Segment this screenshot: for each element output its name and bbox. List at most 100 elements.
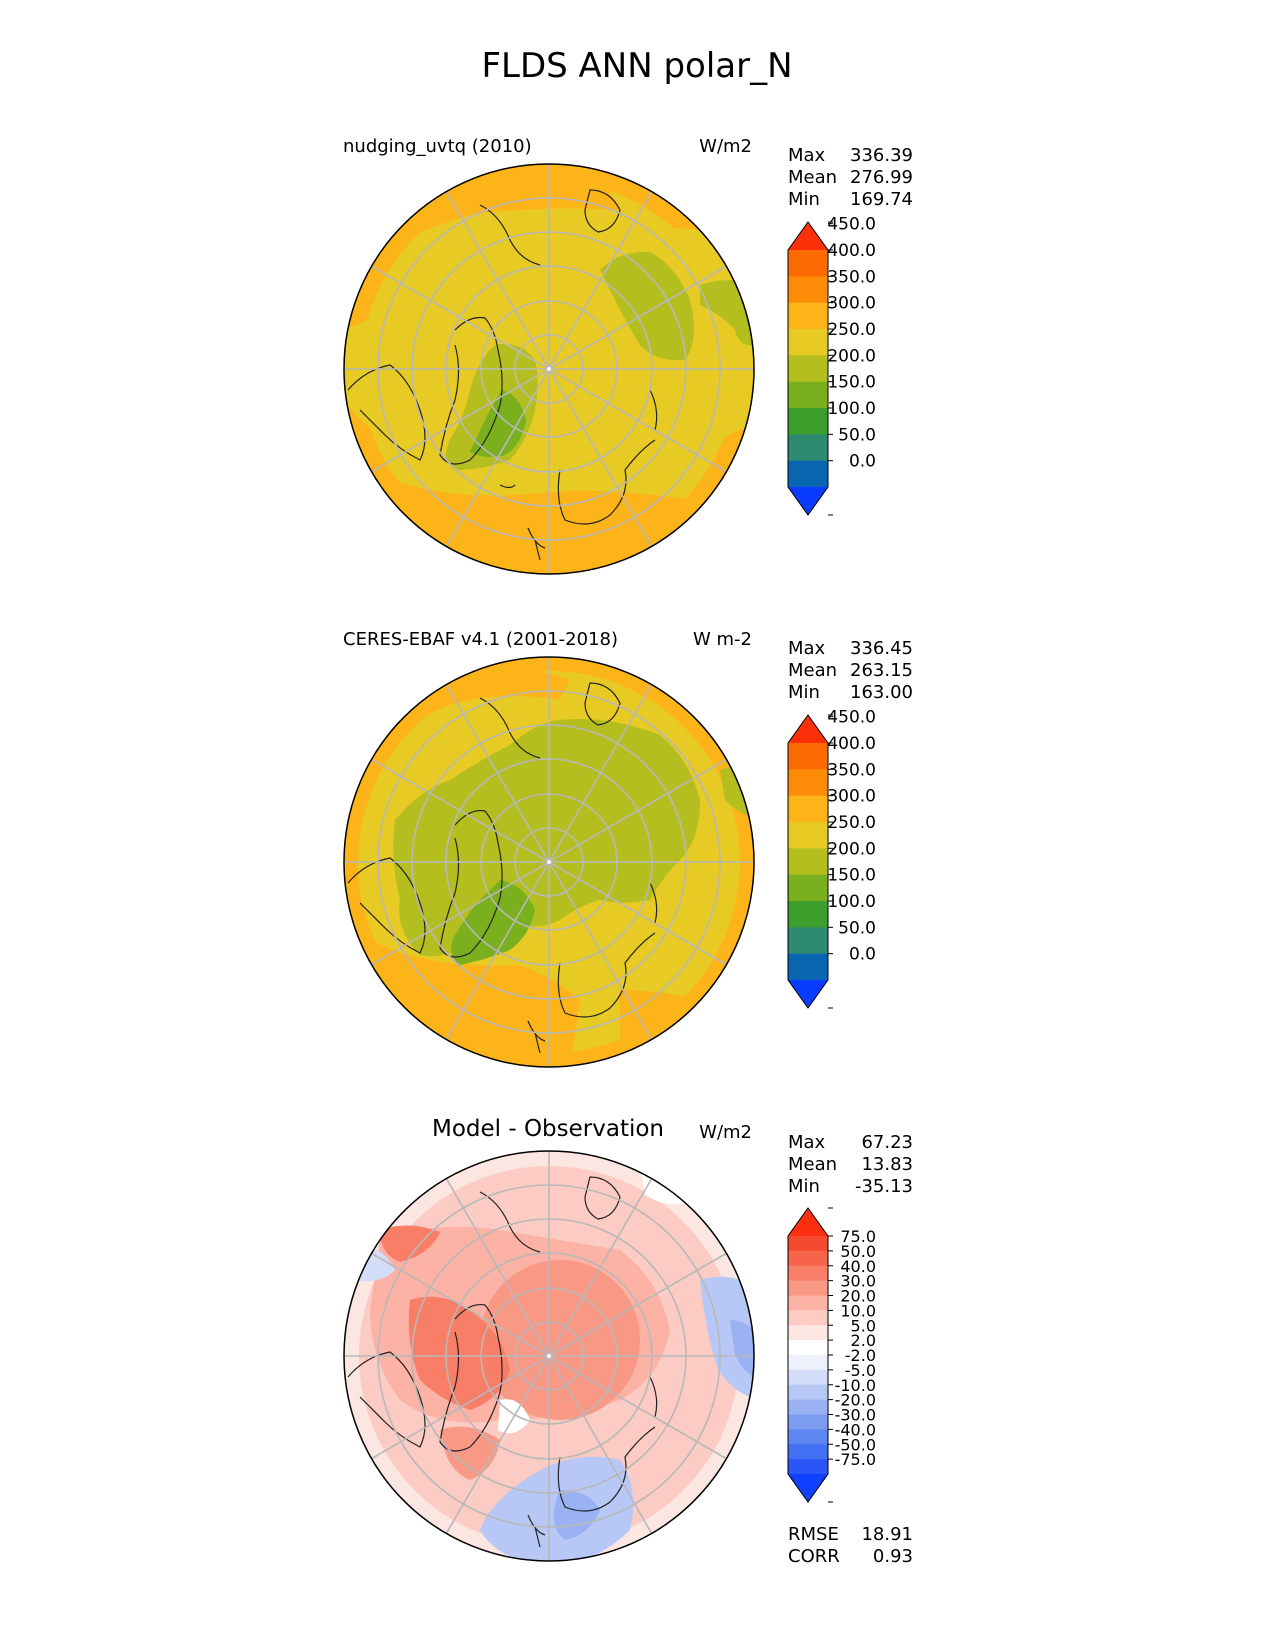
colorbar-tick-label: 350.0 [827,267,876,287]
colorbar-tick-label: 0.0 [849,452,876,472]
panel-difference: Model - Observation W/m2 [343,1116,913,1567]
colorbar-over-extension [788,1208,828,1236]
colorbar-segment [788,1414,828,1430]
stat-label-mean: Mean [788,167,837,188]
colorbar-tick-label: 450.0 [827,215,876,235]
colorbar-tick-label: 250.0 [827,813,876,833]
colorbar-segment [788,434,828,462]
colorbar-segment [788,1340,828,1356]
colorbar-under-extension [788,487,828,515]
coastlines [347,189,658,561]
north-pole-marker [547,860,551,864]
map-field-region [408,1296,510,1410]
colorbar-tick-label: -40.0 [835,1420,876,1439]
colorbar-segment [788,329,828,356]
colorbar-segment [788,874,828,902]
colorbar-tick-label: -50.0 [835,1435,876,1454]
map-field-region [470,390,526,457]
map-field-region [370,470,720,560]
colorbar-segment [788,1250,828,1267]
stat-label-max: Max [788,638,826,659]
metric-label-corr: CORR [788,1546,840,1567]
colorbar-segment [788,1236,828,1252]
colorbar-segment [788,1295,828,1311]
metric-label-rmse: RMSE [788,1524,839,1545]
stat-value-mean: 13.83 [861,1154,913,1175]
colorbar-segment [788,769,828,797]
colorbar-tick-label: 50.0 [840,1242,876,1261]
colorbar-tick-label: 100.0 [827,399,876,419]
panel-title: CERES-EBAF v4.1 (2001-2018) [343,629,618,650]
colorbar-tick-label: 150.0 [827,373,876,393]
stat-value-mean: 263.15 [850,660,913,681]
stat-label-mean: Mean [788,1154,837,1175]
colorbar-segment [788,743,828,770]
colorbar-over-extension [788,715,828,743]
stat-value-min: 169.74 [850,189,913,210]
colorbar-tick-label: 0.0 [849,945,876,965]
panel-observation: CERES-EBAF v4.1 (2001-2018) W m-2 [343,629,913,1068]
colorbar-tick-label: 300.0 [827,787,876,807]
colorbar-segment [788,1310,828,1326]
colorbar: 0.0 50.0 100.0 150.0 200.0 250.0 300.0 350.0 400… [787,708,876,1009]
colorbar-tick-label: -2.0 [845,1346,876,1365]
colorbar-tick-label: 100.0 [827,892,876,912]
colorbar-segment [788,1444,828,1460]
stat-label-min: Min [788,682,820,703]
colorbar-segment [788,276,828,304]
colorbar-segment [788,1369,828,1386]
metric-value-corr: 0.93 [873,1546,913,1567]
map-boundary [343,656,755,1068]
colorbar-segment [788,901,828,928]
panel-units: W/m2 [699,1122,752,1143]
colorbar-segment [788,1355,828,1371]
map-field-region [600,251,694,361]
colorbar-segment [788,302,828,330]
colorbar-tick-label: 450.0 [827,708,876,728]
colorbar-tick-label: 50.0 [838,918,876,938]
colorbar-segment [788,848,828,876]
map-field-region [480,1260,640,1420]
colorbar-tick-label: 10.0 [840,1301,876,1320]
metric-value-rmse: 18.91 [861,1524,913,1545]
colorbar-tick-label: -30.0 [835,1406,876,1425]
colorbar-over-extension [788,222,828,250]
colorbar-segment [788,953,828,981]
stat-value-min: -35.13 [855,1176,913,1197]
colorbar: 0.0 50.0 100.0 150.0 200.0 250.0 300.0 350.0 400… [787,215,876,516]
stat-label-mean: Mean [788,660,837,681]
map-field-region [380,1225,440,1262]
colorbar-segment [788,1399,828,1416]
colorbar-tick-label: 400.0 [827,734,876,754]
stat-label-min: Min [788,189,820,210]
colorbar-segment [788,250,828,277]
colorbar-tick-label: 50.0 [838,425,876,445]
panel-units: W/m2 [699,136,752,157]
colorbar-tick-label: 75.0 [840,1227,876,1246]
colorbar-tick-label: 150.0 [827,866,876,886]
colorbar-tick-label: 200.0 [827,839,876,859]
map-field-region [393,719,700,957]
colorbar-tick-label: 5.0 [851,1316,876,1335]
colorbar-segment [788,1325,828,1341]
colorbar-tick-label: -75.0 [835,1450,876,1469]
colorbar-segment [788,381,828,409]
colorbar-segment [788,927,828,955]
north-pole-marker [547,367,551,371]
colorbar-segment [788,1280,828,1297]
stat-label-min: Min [788,1176,820,1197]
stat-value-max: 67.23 [861,1132,913,1153]
colorbar: -75.0-50.0-40.0-30.0-20.0-10.0-5.0-2.02.… [787,1207,876,1503]
colorbar-segment [788,822,828,849]
colorbar-tick-label: 250.0 [827,320,876,340]
colorbar-tick-label: 40.0 [840,1257,876,1276]
colorbar-tick-label: -10.0 [835,1376,876,1395]
colorbar-under-extension [788,1474,828,1502]
colorbar-segment [788,1384,828,1401]
colorbar-tick-label: -20.0 [835,1391,876,1410]
map-boundary [343,1150,755,1562]
colorbar-tick-label: 350.0 [827,760,876,780]
panel-model: nudging_uvtq (2010) W/m2 [343,136,913,575]
map-field-region [553,1490,600,1540]
